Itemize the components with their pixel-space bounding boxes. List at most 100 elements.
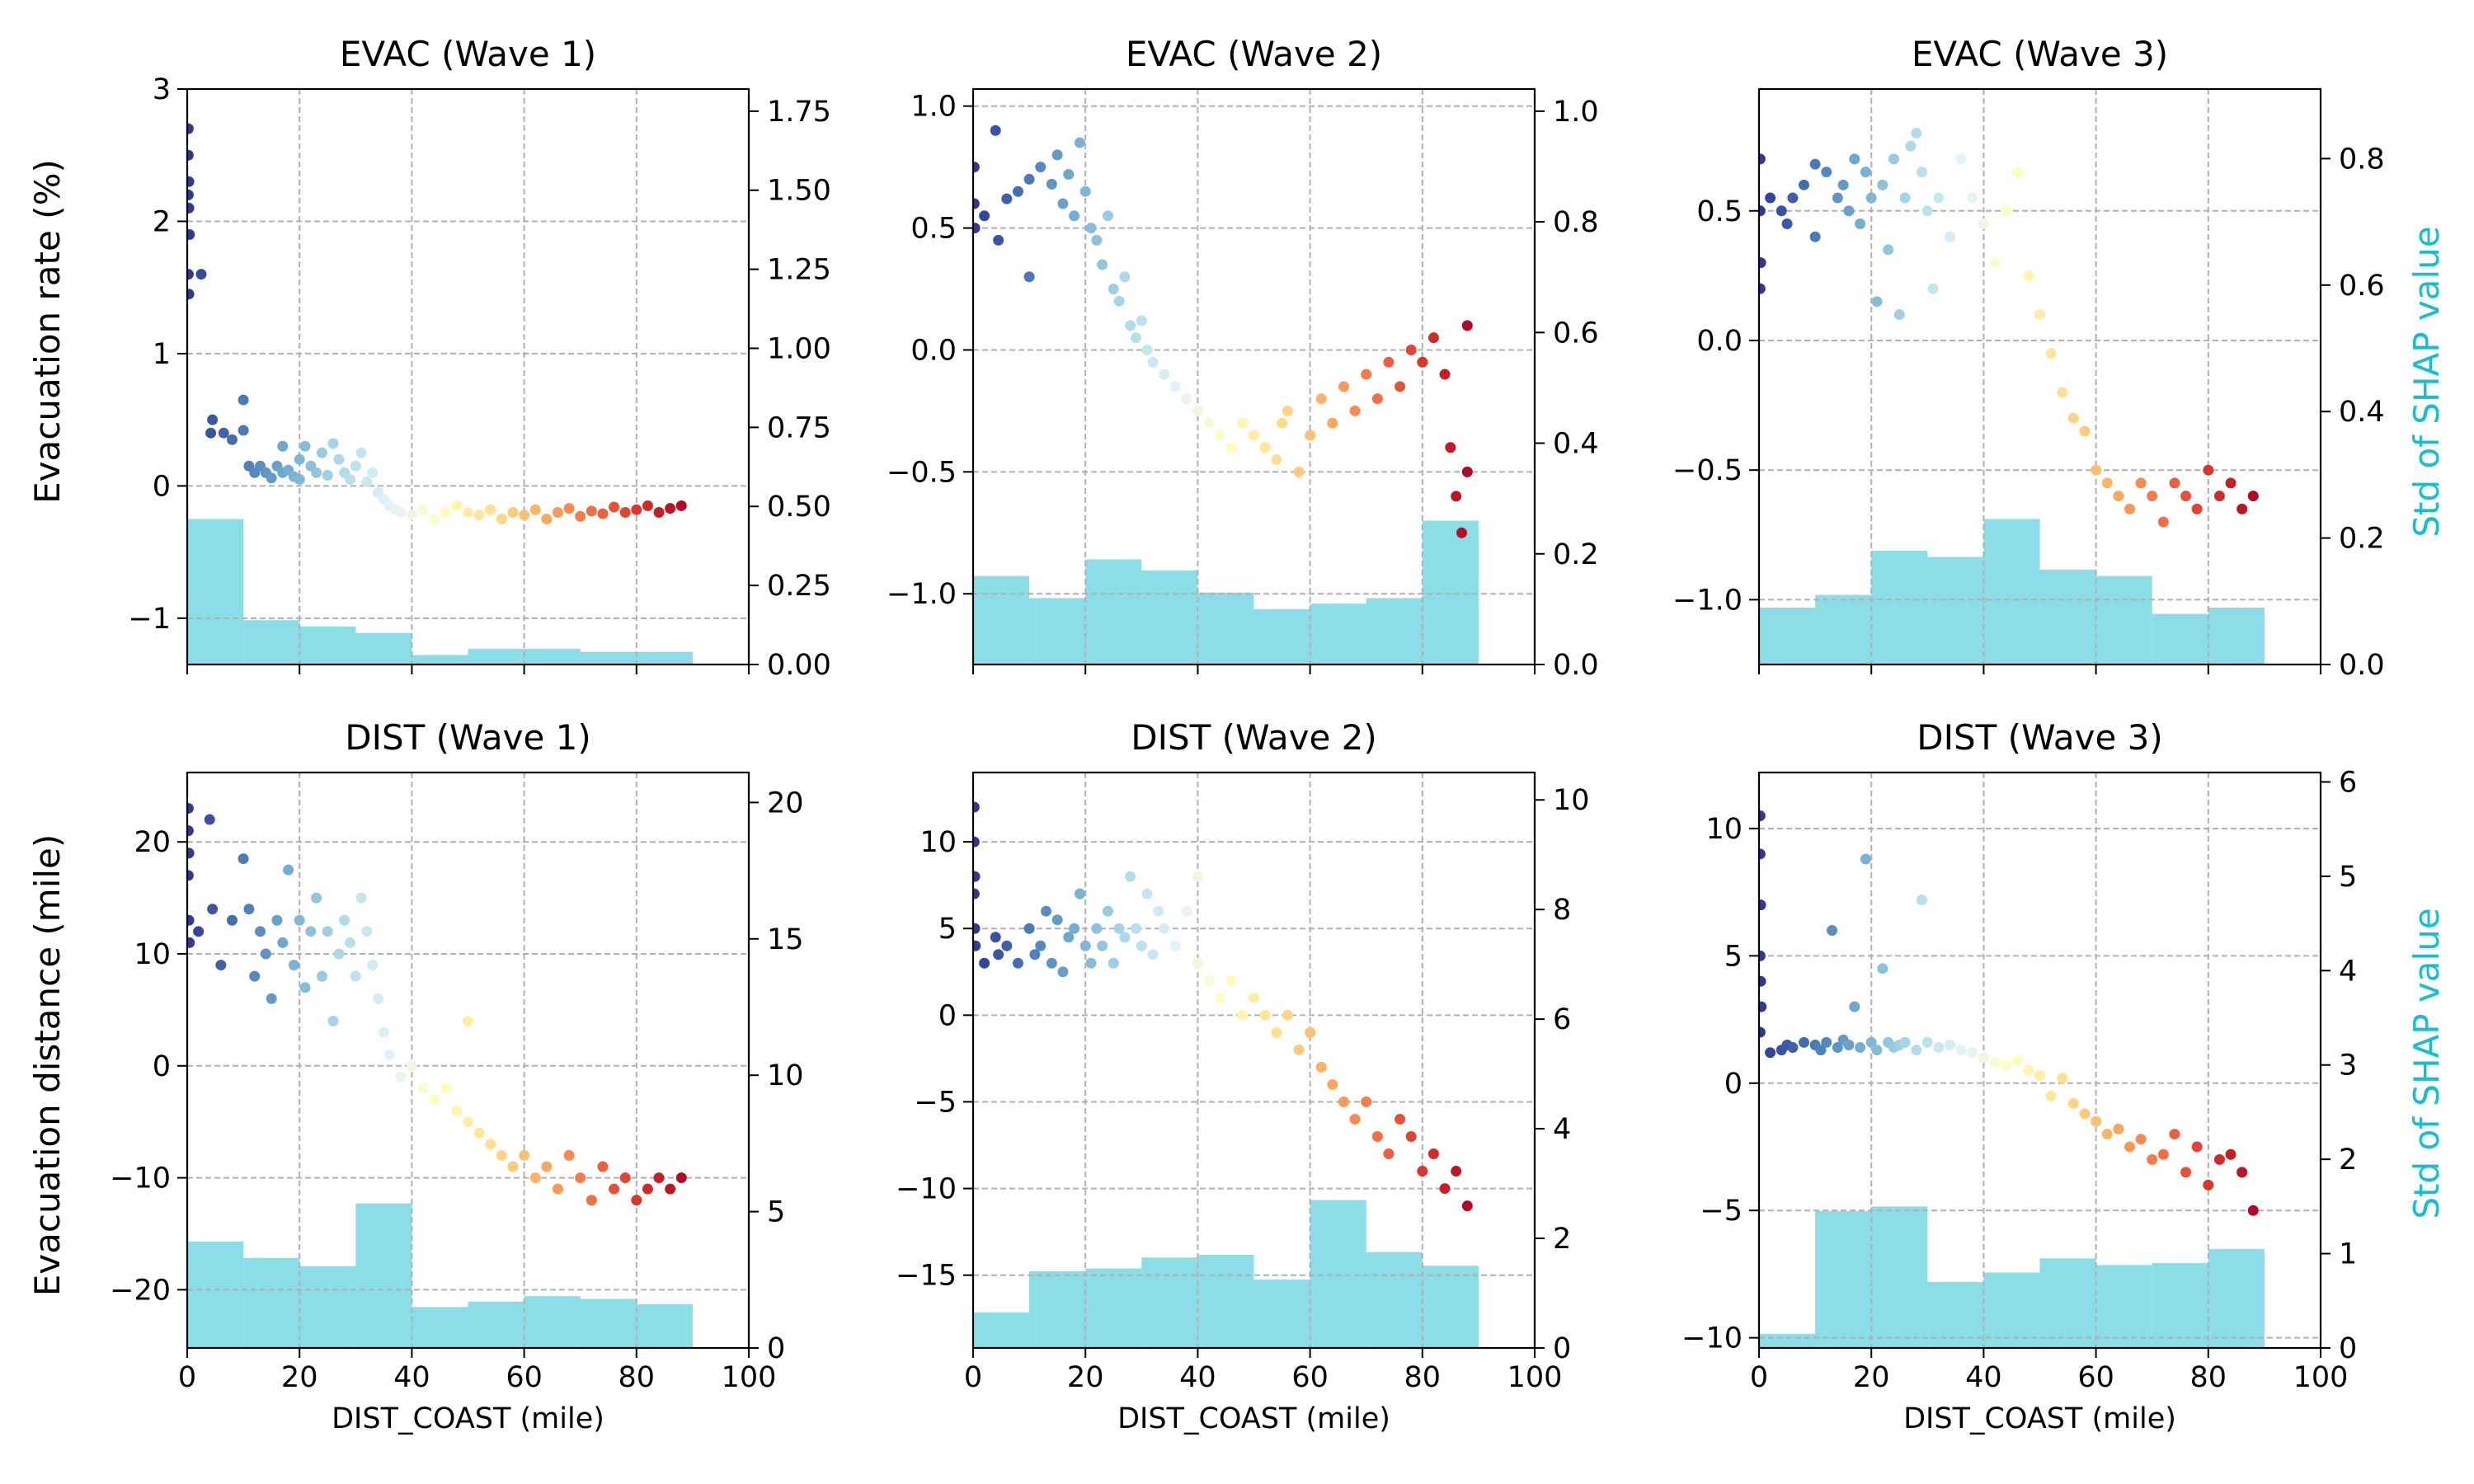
y-tick-label: −5: [1700, 1195, 1743, 1228]
scatter-point: [1074, 888, 1085, 899]
scatter-point: [1169, 940, 1181, 951]
y2-tick-label: 5: [2339, 861, 2357, 894]
scatter-point: [2203, 464, 2214, 476]
scatter-point: [529, 504, 541, 515]
scatter-point: [339, 914, 350, 926]
scatter-point: [333, 453, 345, 465]
scatter-point: [552, 506, 563, 518]
scatter-point: [653, 506, 665, 518]
scatter-point: [238, 394, 249, 406]
y2-tick-label: 0.2: [2339, 523, 2385, 556]
scatter-point: [1832, 1042, 1843, 1054]
hist-bar: [1197, 592, 1254, 665]
scatter-point: [1159, 923, 1170, 934]
scatter-point: [207, 904, 219, 915]
y2-tick-label: 0.8: [1553, 206, 1599, 239]
scatter-point: [417, 504, 429, 515]
subplot-title: EVAC (Wave 3): [1912, 34, 2168, 74]
axes-frame: [971, 771, 1536, 1350]
y2-tick-label: 0.00: [767, 649, 831, 682]
scatter-point: [1759, 810, 1766, 822]
y2-tick-label: 1.0: [1553, 96, 1599, 129]
scatter-point: [990, 124, 1001, 136]
y-tick-label: 0: [153, 1050, 171, 1083]
scatter-point: [2169, 1129, 2180, 1140]
scatter-point: [1153, 905, 1164, 917]
scatter-point: [2057, 1073, 2068, 1084]
scatter-point: [187, 937, 195, 948]
scatter-point: [187, 123, 194, 134]
scatter-point: [1461, 320, 1473, 331]
scatter-point: [277, 440, 289, 452]
scatter-point: [1849, 1001, 1860, 1012]
scatter-point: [973, 888, 980, 899]
scatter-point: [1899, 1036, 1911, 1048]
y2-tick-label: 1.50: [767, 175, 831, 208]
scatter-point: [1967, 192, 1978, 204]
hist-bar: [187, 1241, 244, 1348]
scatter-point: [311, 467, 322, 478]
scatter-point: [993, 234, 1004, 246]
scatter-point: [1371, 393, 1383, 405]
scatter-point: [383, 1049, 395, 1060]
scatter-point: [1113, 923, 1125, 934]
scatter-point: [266, 472, 277, 484]
scatter-point: [1215, 430, 1226, 441]
x-tick-label: 20: [1853, 1361, 1890, 1394]
scatter-point: [1860, 853, 1871, 865]
scatter-point: [1905, 140, 1917, 152]
x-tick-label: 40: [393, 1361, 430, 1394]
scatter-point: [2079, 425, 2091, 437]
scatter-point: [187, 825, 194, 837]
scatter-point: [1293, 466, 1305, 477]
scatter-point: [973, 162, 980, 173]
scatter-point: [2023, 270, 2034, 281]
scatter-point: [1141, 888, 1153, 899]
scatter-point: [243, 904, 255, 915]
scatter-point: [1759, 283, 1766, 294]
scatter-point: [1305, 430, 1316, 441]
scatter-point: [283, 864, 294, 876]
y2-tick-label: 2: [2339, 1144, 2357, 1176]
scatter-point: [973, 801, 980, 813]
scatter-point: [1029, 949, 1041, 960]
scatter-point: [1051, 149, 1063, 161]
scatter-point: [1883, 244, 1894, 256]
subplot-1: −1 0 1 2 3 0.00 0.25 0.50 0.75 1.00 1.25 1.50 1.75 EV…: [128, 34, 831, 682]
scatter-point: [1765, 1047, 1776, 1059]
scatter-point: [344, 937, 355, 948]
hist-bar: [299, 1266, 356, 1348]
scatter-point: [249, 970, 261, 982]
scatter-point: [1821, 167, 1832, 178]
scatter-point: [1041, 905, 1052, 917]
scatter-point: [1759, 153, 1766, 165]
scatter-point: [1192, 957, 1203, 969]
y2-tick-label: 6: [2339, 766, 2357, 799]
scatter-point: [973, 198, 980, 209]
scatter-point: [463, 1116, 473, 1128]
scatter-point: [1349, 1113, 1361, 1125]
y2-tick-label: 0: [1553, 1332, 1571, 1365]
scatter-point: [1765, 192, 1776, 204]
scatter-point: [1759, 205, 1766, 217]
scatter-point: [1395, 381, 1406, 392]
scatter-point: [485, 1139, 496, 1150]
scatter-point: [1461, 466, 1473, 477]
scatter-point: [2034, 309, 2045, 321]
scatter-point: [1759, 1026, 1766, 1038]
scatter-point: [288, 960, 299, 971]
x-tick-label: 40: [1179, 1361, 1216, 1394]
subplot-title: DIST (Wave 2): [1131, 717, 1377, 758]
scatter-point: [1225, 974, 1237, 986]
scatter-point: [2225, 1148, 2236, 1160]
scatter-point: [1843, 205, 1855, 217]
scatter-point: [2023, 1064, 2034, 1076]
y2-tick-label: 0.0: [2339, 649, 2385, 682]
y2-tick-label: 0.8: [2339, 143, 2385, 176]
scatter-point: [207, 414, 219, 425]
scatter-point: [1837, 179, 1849, 190]
scatter-point: [1091, 923, 1103, 934]
scatter-point: [2045, 1090, 2057, 1101]
hist-bar: [1983, 1272, 2040, 1348]
